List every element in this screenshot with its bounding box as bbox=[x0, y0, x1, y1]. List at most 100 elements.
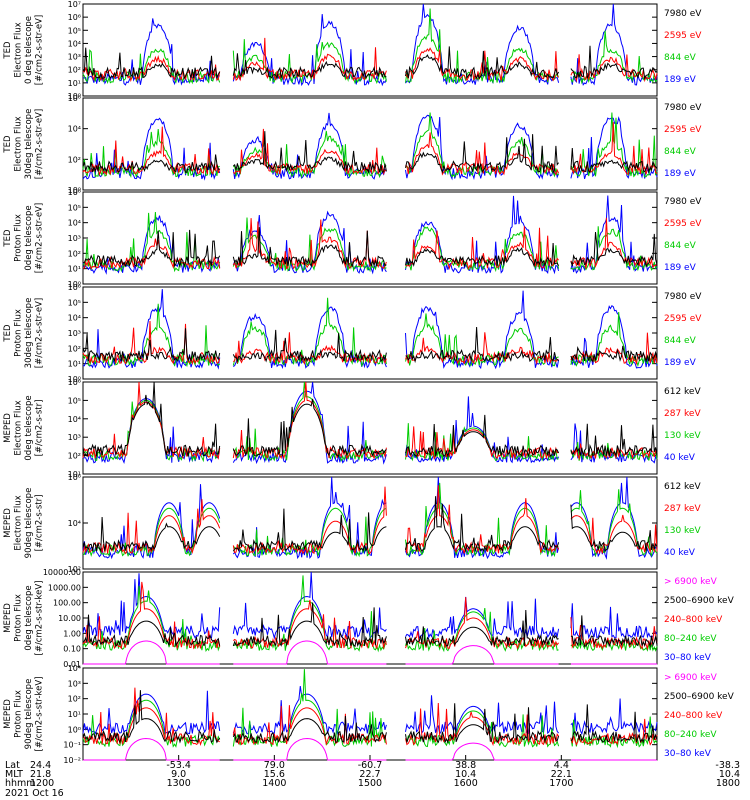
series-green bbox=[82, 669, 658, 749]
legend-entry: 189 eV bbox=[664, 263, 697, 273]
legend-entry: 612 keV bbox=[664, 387, 701, 397]
xtick-lat: 38.8 bbox=[455, 760, 476, 771]
series-red bbox=[82, 381, 658, 461]
series-black bbox=[82, 381, 658, 459]
panel-frame bbox=[82, 97, 658, 191]
y-axis-label-line: TED bbox=[3, 324, 13, 343]
series-black bbox=[82, 496, 658, 554]
panel-frame bbox=[82, 3, 658, 97]
ytick-label: 10² bbox=[68, 249, 81, 258]
legend-entry: > 6900 keV bbox=[664, 577, 718, 587]
xtick-hhmm: 1700 bbox=[549, 778, 573, 789]
y-axis-label-line: Electron Flux bbox=[14, 495, 24, 550]
panel-2: 10⁰ 10² 10⁴ 10⁶ TED Electron Flux 30deg telesc… bbox=[3, 94, 702, 195]
legend-entry: 7980 eV bbox=[664, 197, 702, 207]
xtick-hhmm: 1800 bbox=[716, 778, 740, 789]
ytick-label: 10¹ bbox=[68, 710, 81, 719]
ytick-label: 10⁴ bbox=[68, 39, 81, 48]
ytick-label: 1.00 bbox=[63, 629, 81, 638]
legend-entry: 30–80 keV bbox=[664, 653, 712, 663]
legend-entry: 844 eV bbox=[664, 241, 697, 251]
y-axis-label-line: [#/cm2-s-str-eV] bbox=[35, 109, 45, 179]
legend-entry: 40 keV bbox=[664, 548, 696, 558]
xtick-mlt: 10.4 bbox=[455, 769, 476, 780]
ytick-label: 10⁰ bbox=[68, 92, 81, 101]
panel-5: 10¹ 10² 10³ 10⁴ 10⁵ 10⁶ MEPED Electron Flux 0deg… bbox=[3, 378, 701, 479]
series-blue bbox=[82, 686, 658, 736]
ytick-label: 10⁶ bbox=[68, 188, 81, 197]
xtick-hhmm: 1300 bbox=[167, 778, 191, 789]
legend-entry: 2595 eV bbox=[664, 125, 702, 135]
legend-entry: 844 eV bbox=[664, 147, 697, 157]
ytick-label: 10⁰ bbox=[68, 725, 81, 734]
ytick-label: 10³ bbox=[68, 433, 81, 442]
series-green bbox=[82, 112, 658, 179]
y-axis-label-line: TED bbox=[3, 135, 13, 154]
y-axis-label-line: Proton Flux bbox=[14, 214, 24, 262]
y-axis-label-line: Electron Flux bbox=[14, 116, 24, 171]
ytick-label: 10⁻¹ bbox=[63, 741, 81, 750]
axis-row-label: hhmm bbox=[5, 778, 36, 789]
panel-4: 10⁰ 10¹ 10² 10³ 10⁴ 10⁵ 10⁶ TED Proton Flux 30deg… bbox=[3, 283, 702, 384]
panel-8: 10⁻² 10⁻¹ 10⁰ 10¹ 10² 10³ 10⁴ MEPED Proton Flux 9… bbox=[3, 664, 735, 765]
series-red bbox=[82, 581, 658, 651]
legend-entry: 287 keV bbox=[664, 409, 701, 419]
series-blue bbox=[82, 3, 658, 87]
legend-entry: 240–800 keV bbox=[664, 615, 723, 625]
legend-entry: 287 keV bbox=[664, 504, 701, 514]
y-axis-label-line: Proton Flux bbox=[14, 690, 24, 738]
date-label: 2021 Oct 16 bbox=[5, 788, 64, 799]
ytick-label: 10⁵ bbox=[68, 203, 81, 212]
ytick-label: 10² bbox=[68, 565, 81, 574]
panel-frame bbox=[82, 381, 658, 475]
y-axis-label-line: [#/cm2-s-str] bbox=[35, 495, 45, 552]
series-green bbox=[82, 381, 658, 463]
y-axis-label-line: [#/cm2-s-str-keV] bbox=[35, 581, 45, 656]
legend-entry: 2595 eV bbox=[664, 219, 702, 229]
series-black bbox=[82, 131, 658, 174]
y-axis-label-line: 90deg telescope bbox=[24, 488, 34, 559]
y-axis-label-line: MEPED bbox=[3, 413, 13, 443]
legend-entry: 7980 eV bbox=[664, 103, 702, 113]
legend-entry: 844 eV bbox=[664, 53, 697, 63]
series-blue bbox=[82, 381, 658, 465]
legend-entry: 130 keV bbox=[664, 431, 701, 441]
y-axis-label-line: Proton Flux bbox=[14, 594, 24, 642]
ytick-label: 10¹ bbox=[68, 79, 81, 88]
y-axis-label-line: 90deg telescope bbox=[24, 679, 34, 750]
ytick-label: 10⁵ bbox=[68, 396, 81, 405]
y-axis-label-line: 0deg telescope bbox=[24, 395, 34, 460]
ytick-label: 10⁴ bbox=[68, 219, 81, 228]
ytick-label: 10⁴ bbox=[68, 664, 81, 673]
y-axis-label-line: Electron Flux bbox=[14, 400, 24, 455]
series-black bbox=[82, 45, 658, 81]
ytick-label: 10.00 bbox=[58, 614, 81, 623]
series-green bbox=[82, 211, 658, 273]
ytick-label: 10⁻² bbox=[63, 756, 81, 765]
ytick-label: 10⁶ bbox=[68, 94, 81, 103]
panel-1: 10⁰ 10¹ 10² 10³ 10⁴ 10⁵ 10⁶ 10⁷ TED Electron Flux… bbox=[3, 0, 702, 101]
ytick-label: 10⁶ bbox=[68, 13, 81, 22]
series-blue bbox=[82, 112, 658, 181]
xtick-mlt: 10.4 bbox=[719, 769, 740, 780]
panel-6: 10² 10⁴ 10⁶ MEPED Electron Flux 90deg telesco… bbox=[3, 473, 701, 574]
ytick-label: 10² bbox=[68, 695, 81, 704]
ytick-label: 10² bbox=[68, 66, 81, 75]
xtick-lat: 24.4 bbox=[30, 760, 51, 771]
ytick-label: 0.01 bbox=[63, 660, 81, 669]
xtick-mlt: 22.1 bbox=[551, 769, 572, 780]
xtick-lat: 79.0 bbox=[264, 760, 285, 771]
ytick-label: 10¹ bbox=[68, 265, 81, 274]
y-axis-label-line: 0deg telescope bbox=[24, 585, 34, 650]
legend-entry: 2500–6900 keV bbox=[664, 692, 735, 702]
legend-entry: 2595 eV bbox=[664, 31, 702, 41]
legend-entry: 189 eV bbox=[664, 75, 697, 85]
series-red bbox=[82, 37, 658, 83]
panel-3: 10⁰ 10¹ 10² 10³ 10⁴ 10⁵ 10⁶ TED Proton Flux 0deg … bbox=[3, 188, 702, 289]
ytick-label: 10⁴ bbox=[68, 314, 81, 323]
ytick-label: 0.10 bbox=[63, 645, 81, 654]
ytick-label: 10⁴ bbox=[68, 415, 81, 424]
xtick-hhmm: 1200 bbox=[30, 778, 54, 789]
